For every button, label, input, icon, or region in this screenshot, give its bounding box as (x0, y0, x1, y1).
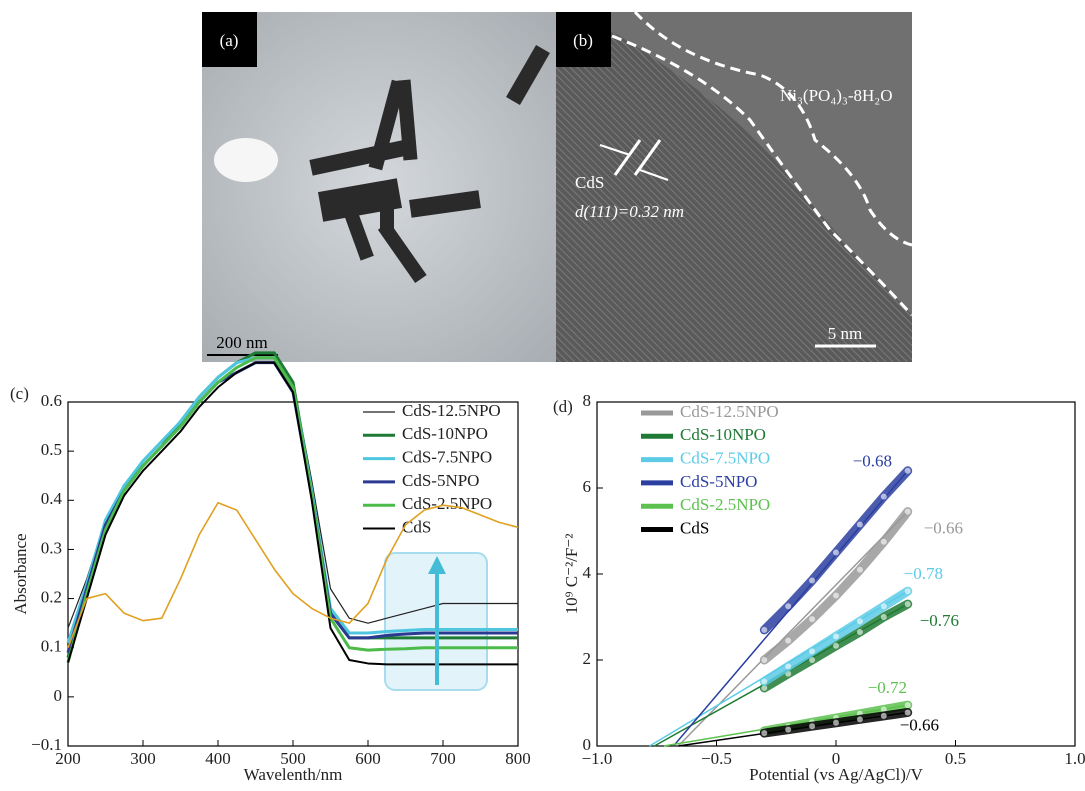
data-point (881, 603, 887, 609)
x-axis-label: Wavelenth/nm (244, 765, 343, 784)
data-point (785, 727, 791, 733)
y-tick-label: 0 (54, 686, 63, 705)
legend-label: CdS-5NPO (402, 471, 479, 490)
x-axis-label: Potential (vs Ag/AgCl)/V (749, 765, 924, 784)
scale-bar-label: 5 nm (828, 324, 862, 343)
scale-bar-label: 200 nm (216, 333, 267, 352)
x-tick-label: 400 (205, 749, 231, 768)
data-point (809, 648, 815, 654)
legend-label: CdS (680, 518, 709, 537)
panel-label: (d) (553, 397, 573, 416)
data-point (761, 730, 767, 736)
y-tick-label: 2 (583, 649, 592, 668)
legend-label: CdS (402, 517, 431, 536)
data-point (881, 614, 887, 620)
y-tick-label: 4 (583, 563, 592, 582)
micrograph-b: (b) CdS d(111)=0.32 nm Ni₃(PO₄)₃-8H₂O 5 … (556, 12, 912, 362)
data-point (857, 629, 863, 635)
data-point (809, 616, 815, 622)
legend-label: CdS-10NPO (402, 424, 488, 443)
data-point (833, 550, 839, 556)
y-axis-label: Absorbance (11, 533, 30, 614)
y-tick-label: 0 (583, 735, 592, 754)
x-tick-label: 700 (430, 749, 456, 768)
data-point (833, 643, 839, 649)
legend-label: CdS-12.5NPO (402, 401, 501, 420)
legend-label: CdS-5NPO (680, 472, 757, 491)
data-point (809, 723, 815, 729)
flat-band-label: −0.72 (868, 678, 907, 697)
flat-band-label: −0.66 (900, 715, 939, 734)
data-point (905, 601, 911, 607)
data-point (761, 657, 767, 663)
y-tick-label: 8 (583, 391, 592, 410)
phase-label: Ni₃(PO₄)₃-8H₂O (780, 86, 892, 105)
data-point (881, 713, 887, 719)
x-tick-label: −0.5 (701, 749, 732, 768)
data-point (833, 720, 839, 726)
data-point (761, 627, 767, 633)
y-tick-label: −0.1 (31, 735, 62, 754)
legend-label: CdS-12.5NPO (680, 402, 779, 421)
phase-label: CdS (575, 173, 604, 192)
data-point (833, 633, 839, 639)
legend-label: CdS-7.5NPO (680, 449, 770, 468)
data-point (881, 494, 887, 500)
x-tick-label: 800 (505, 749, 531, 768)
x-tick-label: 1.0 (1064, 749, 1085, 768)
y-tick-label: 0.4 (41, 489, 63, 508)
y-tick-label: 0.3 (41, 538, 62, 557)
figure: (a) 200 nm (b) CdS d(111)=0.32 nm Ni₃(PO… (0, 0, 1085, 791)
data-point (833, 593, 839, 599)
data-point (761, 679, 767, 685)
data-point (785, 638, 791, 644)
legend-label: CdS-2.5NPO (680, 495, 770, 514)
y-tick-label: 0.1 (41, 637, 62, 656)
data-point (857, 522, 863, 528)
x-tick-label: 600 (355, 749, 381, 768)
data-point (809, 577, 815, 583)
data-point (857, 716, 863, 722)
flat-band-label: −0.78 (904, 564, 943, 583)
y-tick-label: 0.6 (41, 391, 62, 410)
data-point (905, 509, 911, 515)
data-point (881, 539, 887, 545)
flat-band-label: −0.66 (924, 519, 963, 538)
legend-label: CdS-2.5NPO (402, 494, 492, 513)
y-tick-label: 0.5 (41, 440, 62, 459)
data-point (905, 468, 911, 474)
lattice-spacing: d(111)=0.32 nm (575, 202, 684, 221)
plot-frame (597, 402, 1075, 746)
x-tick-label: 300 (130, 749, 156, 768)
data-point (857, 567, 863, 573)
panel-label: (b) (573, 31, 593, 50)
y-tick-label: 0.2 (41, 587, 62, 606)
panel-label: (a) (220, 31, 239, 50)
data-point (905, 702, 911, 708)
micrograph-a: (a) 200 nm (202, 12, 556, 362)
x-tick-label: 0.5 (945, 749, 966, 768)
data-point (785, 603, 791, 609)
y-axis-label: 10⁹ C⁻²/F⁻² (562, 534, 581, 615)
y-tick-label: 6 (583, 477, 592, 496)
legend-label: CdS-10NPO (680, 425, 766, 444)
legend-label: CdS-7.5NPO (402, 448, 492, 467)
flat-band-label: −0.68 (853, 452, 892, 471)
panel-label: (c) (10, 384, 29, 403)
data-point (857, 618, 863, 624)
flat-band-label: −0.76 (920, 611, 959, 630)
data-point (785, 663, 791, 669)
data-point (905, 588, 911, 594)
